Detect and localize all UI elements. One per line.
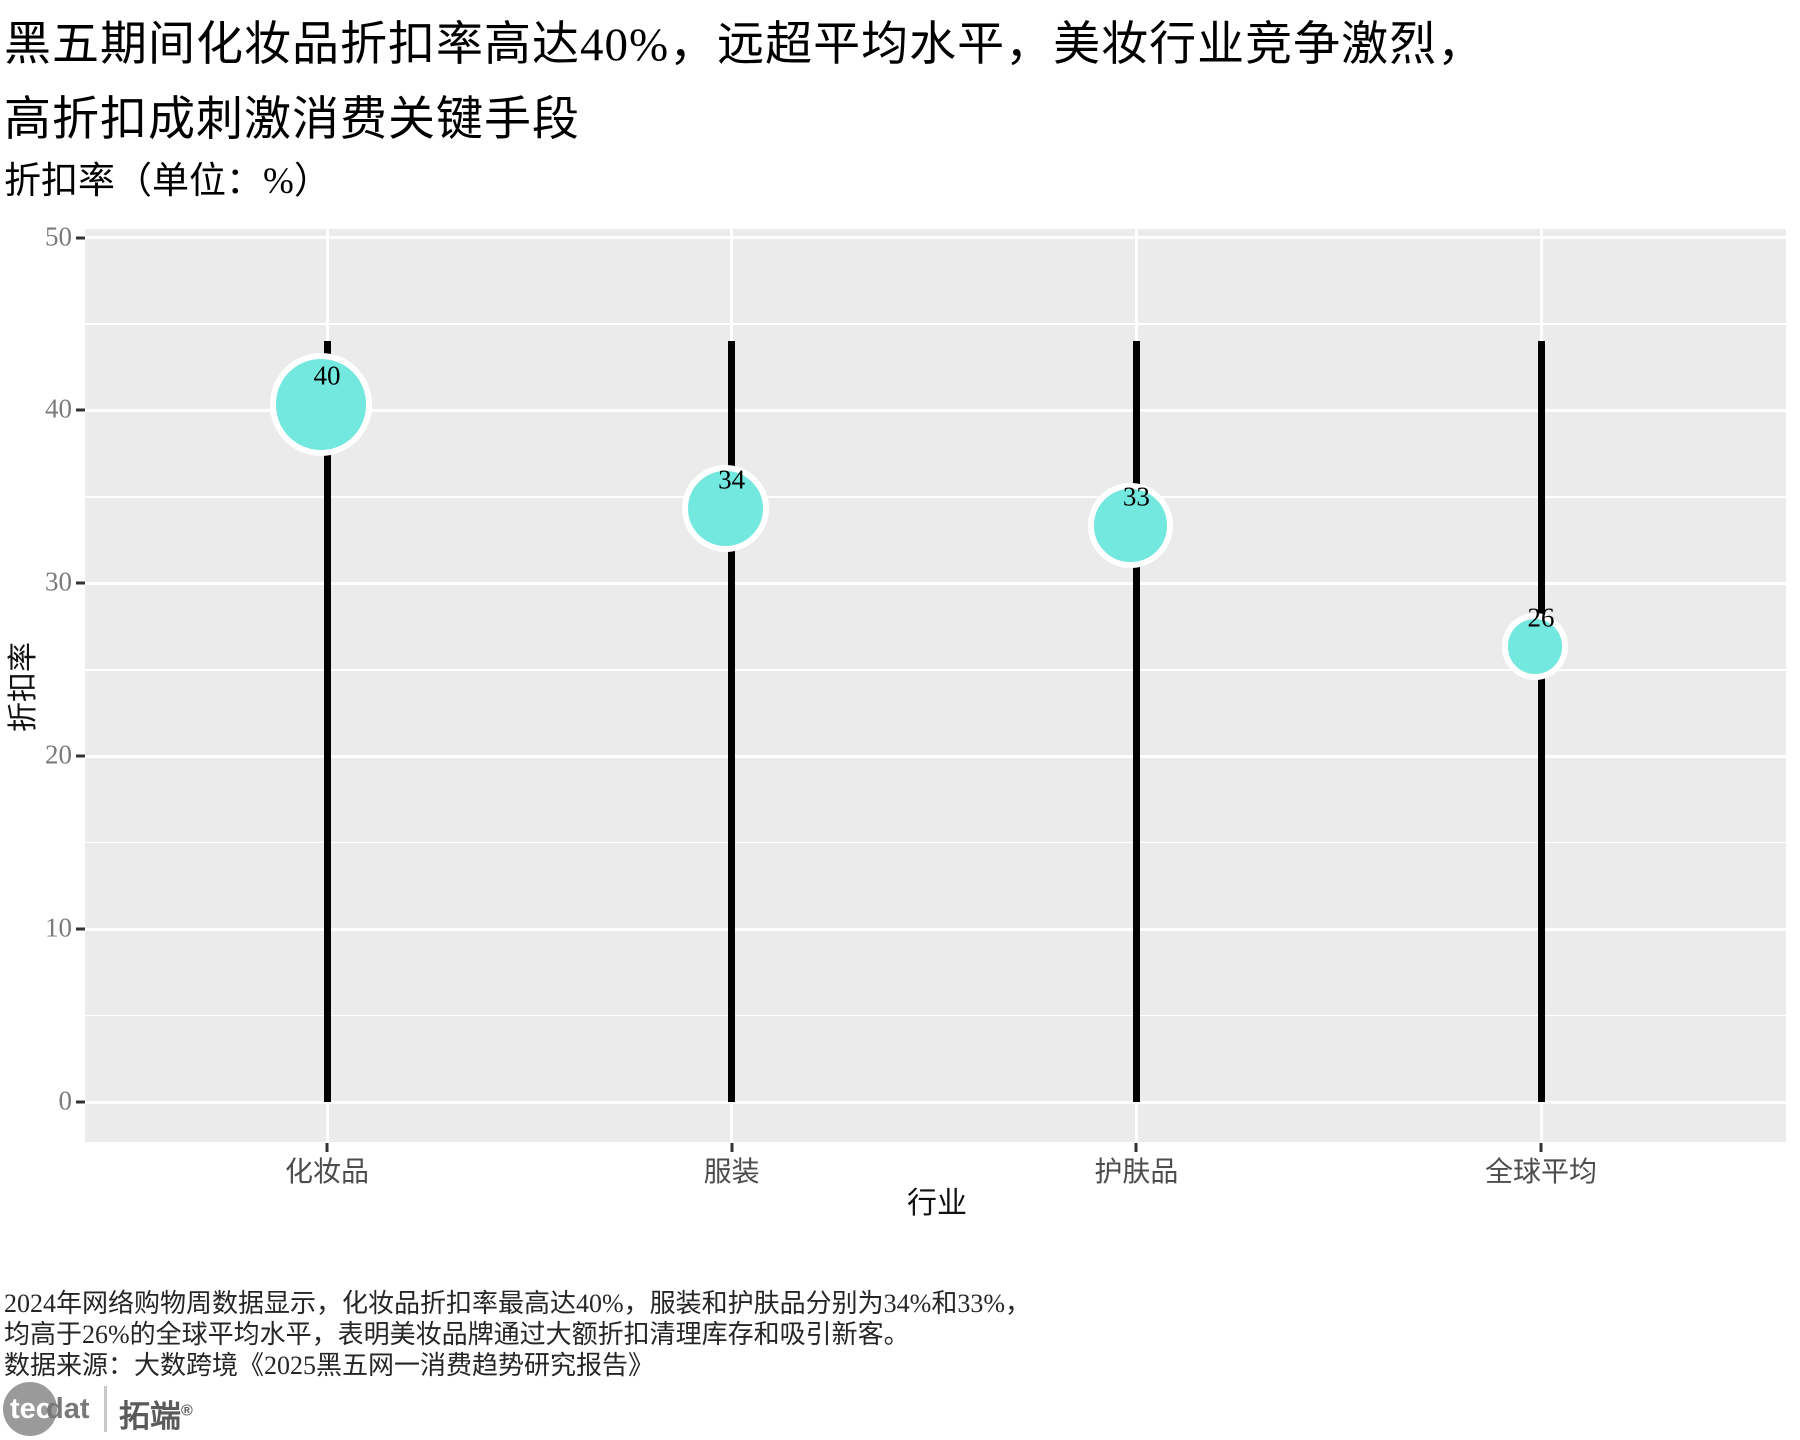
h-gridline-major <box>85 581 1786 585</box>
y-tick-mark <box>76 581 85 585</box>
y-tick-label: 50 <box>45 220 72 251</box>
footer-note-line2: 均高于26%的全球平均水平，表明美妆品牌通过大额折扣清理库存和吸引新客。 <box>4 1320 910 1349</box>
chart-subtitle: 折扣率（单位：%） <box>4 161 331 202</box>
h-gridline-major <box>85 1100 1786 1104</box>
y-tick-label: 10 <box>45 912 72 943</box>
footer-source-line: 数据来源：大数跨境《2025黑五网一消费趋势研究报告》 <box>4 1351 655 1380</box>
logo-divider <box>104 1386 107 1432</box>
x-tick-label: 化妆品 <box>284 1157 370 1188</box>
h-gridline-major <box>85 927 1786 931</box>
plot-panel: 40 34 33 26 <box>85 229 1786 1142</box>
data-point-value-label: 34 <box>718 464 746 495</box>
y-tick-mark <box>76 1100 85 1104</box>
x-axis-title: 行业 <box>907 1187 967 1220</box>
registered-mark: ® <box>181 1402 193 1420</box>
logo-text-dat: dat <box>46 1393 90 1425</box>
x-tick-mark <box>1539 1143 1543 1152</box>
lollipop-stick <box>728 341 736 1102</box>
h-gridline-minor <box>85 496 1786 498</box>
y-axis-title: 折扣率 <box>7 642 40 732</box>
y-tick-mark <box>76 236 85 239</box>
y-tick-label: 0 <box>58 1085 73 1116</box>
x-tick-mark <box>730 1143 734 1152</box>
logo: tec dat 拓端® <box>3 1380 403 1440</box>
y-tick-mark <box>76 408 85 412</box>
x-tick-mark <box>1134 1143 1138 1152</box>
h-gridline-major <box>85 754 1786 758</box>
data-point-value-label: 26 <box>1527 602 1555 633</box>
x-tick-label: 护肤品 <box>1094 1157 1179 1188</box>
data-point-circle <box>682 464 770 552</box>
data-point-circle <box>269 353 373 456</box>
lollipop-stick <box>323 341 331 1102</box>
h-gridline-minor <box>85 1014 1786 1017</box>
x-tick-label: 服装 <box>703 1157 760 1188</box>
logo-text-tec: tec <box>10 1393 52 1425</box>
data-point-value-label: 40 <box>313 360 341 391</box>
footer-notes: 2024年网络购物周数据显示，化妆品折扣率最高达40%，服装和护肤品分别为34%… <box>4 1288 1031 1381</box>
x-tick-label: 全球平均 <box>1484 1157 1598 1188</box>
h-gridline-minor <box>85 669 1786 671</box>
logo-circle-icon <box>3 1382 57 1436</box>
y-tick-label: 40 <box>45 393 72 424</box>
y-tick-mark <box>76 927 85 931</box>
lollipop-stick <box>1132 341 1140 1102</box>
x-tick-mark <box>325 1143 329 1152</box>
data-point-circle <box>1088 483 1173 568</box>
h-gridline-major <box>85 408 1786 412</box>
lollipop-stick <box>1537 341 1545 1102</box>
h-gridline-major <box>85 236 1786 239</box>
y-tick-label: 30 <box>45 566 72 597</box>
h-gridline-minor <box>85 841 1786 844</box>
y-tick-label: 20 <box>45 739 72 770</box>
data-point-circle <box>1501 613 1569 680</box>
logo-brand-name: 拓端® <box>119 1399 193 1434</box>
chart-title-line1: 黑五期间化妆品折扣率高达40%，远超平均水平，美妆行业竞争激烈， <box>4 19 1486 71</box>
data-point-value-label: 33 <box>1122 481 1150 512</box>
footer-note-line1: 2024年网络购物周数据显示，化妆品折扣率最高达40%，服装和护肤品分别为34%… <box>4 1289 1031 1318</box>
y-tick-mark <box>76 754 85 758</box>
h-gridline-minor <box>85 323 1786 325</box>
chart-title-line2: 高折扣成刺激消费关键手段 <box>4 94 580 146</box>
